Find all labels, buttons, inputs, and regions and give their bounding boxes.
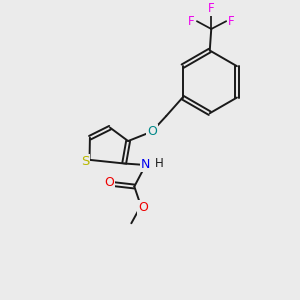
Text: F: F bbox=[228, 15, 235, 28]
Text: O: O bbox=[147, 125, 157, 138]
Text: H: H bbox=[155, 157, 164, 170]
Text: F: F bbox=[208, 2, 214, 15]
Text: N: N bbox=[141, 158, 150, 172]
Text: O: O bbox=[138, 201, 148, 214]
Text: O: O bbox=[104, 176, 114, 189]
Text: F: F bbox=[188, 15, 195, 28]
Text: S: S bbox=[81, 155, 89, 168]
